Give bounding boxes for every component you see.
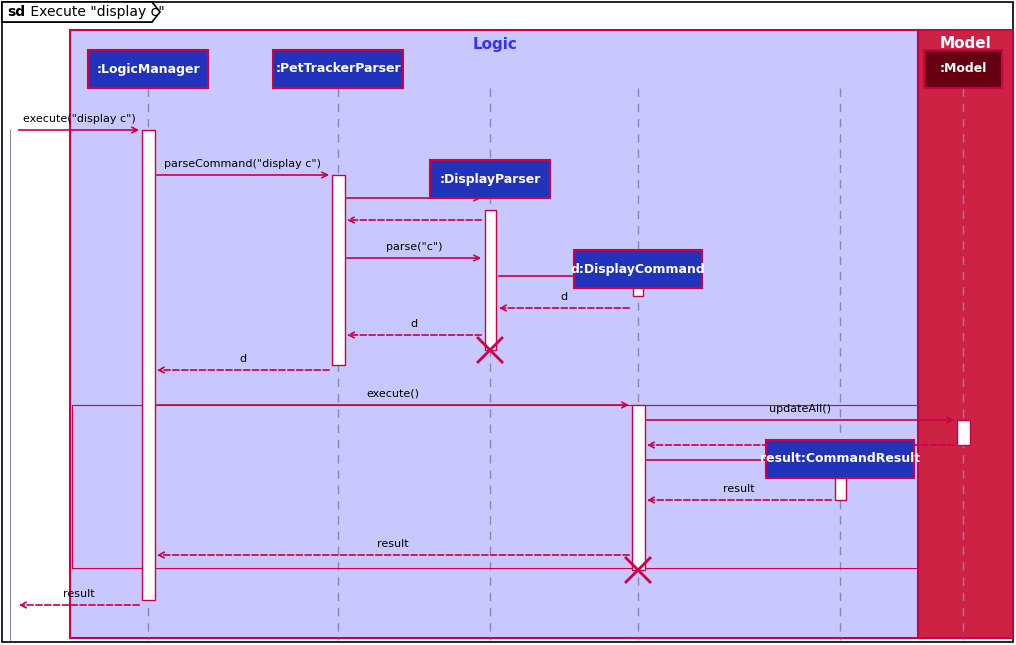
Bar — [331, 175, 344, 365]
Bar — [633, 276, 643, 296]
Text: d: d — [410, 319, 418, 329]
Bar — [430, 160, 550, 198]
Bar — [88, 50, 208, 88]
Text: sd: sd — [7, 5, 25, 19]
Bar — [918, 30, 1013, 638]
Bar — [273, 50, 403, 88]
Bar — [956, 420, 969, 445]
Text: result: result — [377, 539, 408, 549]
Polygon shape — [2, 2, 160, 22]
Text: Logic: Logic — [472, 37, 517, 52]
Text: updateAll(): updateAll() — [769, 404, 831, 414]
Bar — [632, 405, 644, 570]
Text: parseCommand("display c"): parseCommand("display c") — [165, 159, 321, 169]
Text: result:CommandResult: result:CommandResult — [760, 453, 920, 466]
Bar — [141, 130, 154, 600]
Text: d:DisplayCommand: d:DisplayCommand — [571, 263, 705, 275]
Text: d: d — [561, 292, 568, 302]
Text: execute("display c"): execute("display c") — [22, 114, 135, 124]
Text: parse("c"): parse("c") — [386, 242, 442, 252]
Bar — [72, 405, 918, 568]
Bar — [574, 250, 702, 288]
Text: Model: Model — [940, 37, 992, 52]
Text: :PetTrackerParser: :PetTrackerParser — [275, 63, 401, 75]
Text: result: result — [63, 589, 94, 599]
Text: result: result — [723, 484, 755, 494]
Bar — [70, 30, 920, 638]
Text: :LogicManager: :LogicManager — [97, 63, 200, 75]
Bar — [834, 460, 845, 500]
Text: :Model: :Model — [940, 63, 987, 75]
Bar — [485, 210, 496, 350]
Text: d: d — [240, 354, 247, 364]
Text: Execute "display c": Execute "display c" — [26, 5, 165, 19]
Bar — [766, 440, 914, 478]
Bar — [924, 50, 1002, 88]
Text: :DisplayParser: :DisplayParser — [439, 172, 541, 186]
Text: execute(): execute() — [367, 389, 420, 399]
Bar — [2, 2, 152, 22]
